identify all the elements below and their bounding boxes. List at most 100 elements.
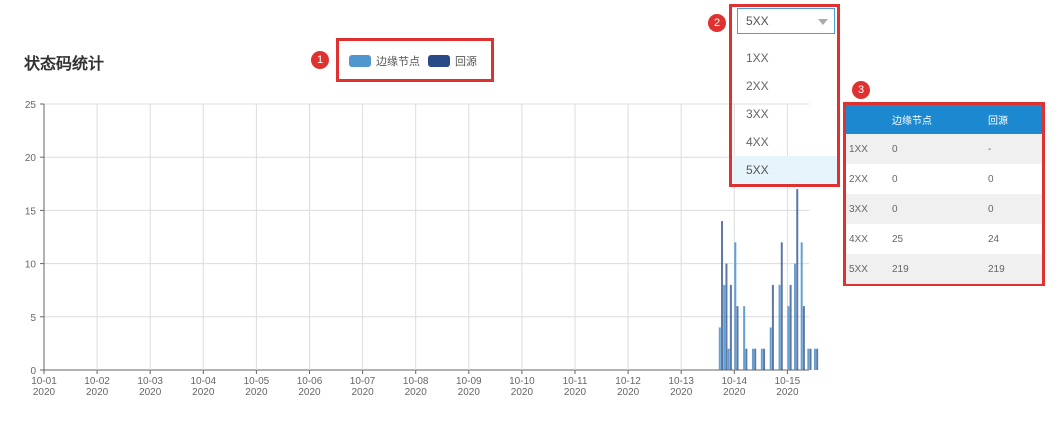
status-code-select[interactable]: 5XX [737, 8, 835, 34]
bar-edge [800, 242, 803, 370]
x-tick-label-year: 2020 [405, 387, 428, 398]
y-tick-label: 20 [25, 153, 37, 164]
x-tick-label-year: 2020 [192, 387, 215, 398]
y-tick-label: 0 [30, 366, 36, 377]
bar-edge [752, 348, 754, 370]
legend-swatch-edge [349, 55, 371, 67]
table-row: 4XX 25 24 [846, 224, 1042, 254]
chevron-down-icon[interactable] [818, 19, 828, 25]
chart-bars [718, 189, 819, 370]
bar-origin [763, 348, 766, 370]
x-tick-label-year: 2020 [564, 387, 587, 398]
bar-edge [727, 348, 730, 370]
option-5xx[interactable]: 5XX [733, 156, 837, 184]
x-tick-label-year: 2020 [351, 387, 374, 398]
table-cell-code: 5XX [849, 263, 868, 275]
legend-label-origin: 回源 [455, 55, 477, 68]
x-tick-label: 10-08 [403, 376, 429, 387]
bar-origin [754, 348, 757, 370]
table-cell-edge: 219 [892, 263, 909, 275]
x-tick-label: 10-12 [615, 376, 641, 387]
legend-swatch-origin [428, 55, 450, 67]
bar-edge [760, 348, 763, 370]
select-value: 5XX [746, 14, 769, 28]
annotation-badge-3: 3 [852, 81, 870, 99]
bar-edge [807, 348, 810, 370]
bar-origin [725, 263, 728, 370]
x-tick-label: 10-03 [137, 376, 163, 387]
option-3xx[interactable]: 3XX [746, 107, 769, 121]
chart-legend: 边缘节点 回源 [349, 53, 485, 69]
x-tick-label-year: 2020 [139, 387, 162, 398]
legend-item-origin[interactable]: 回源 [428, 53, 477, 69]
annotation-badge-1: 1 [311, 51, 329, 69]
bar-edge [778, 284, 781, 370]
chart-grid [43, 103, 809, 371]
x-tick-label: 10-11 [563, 376, 588, 387]
bar-origin [729, 284, 732, 370]
table-cell-edge: 0 [892, 203, 898, 215]
bar-origin [736, 306, 739, 370]
table-cell-code: 4XX [849, 233, 868, 245]
option-4xx[interactable]: 4XX [746, 135, 769, 149]
y-tick-label: 10 [25, 260, 37, 271]
x-tick-label: 10-09 [456, 376, 482, 387]
bar-edge [813, 348, 816, 370]
table-cell-code: 1XX [849, 143, 868, 155]
table-cell-code: 2XX [849, 173, 868, 185]
bar-origin [771, 284, 774, 370]
bar-edge [794, 263, 797, 370]
legend-label-edge: 边缘节点 [376, 55, 420, 68]
x-tick-label-year: 2020 [458, 387, 481, 398]
x-axis-ticks: 10-01202010-02202010-03202010-04202010-0… [31, 370, 801, 398]
status-code-table: 边缘节点 回源 1XX 0 - 2XX 0 0 3XX 0 0 4XX 25 2… [846, 105, 1042, 284]
x-tick-label: 10-13 [668, 376, 694, 387]
bar-edge [718, 327, 721, 370]
table-highlight-box [843, 102, 1045, 286]
table-header-edge: 边缘节点 [892, 116, 932, 127]
table-row: 2XX 0 0 [846, 164, 1042, 194]
x-tick-label: 10-04 [191, 376, 217, 387]
table-header-origin: 回源 [988, 116, 1008, 127]
x-tick-label-year: 2020 [511, 387, 534, 398]
bar-origin [796, 189, 799, 370]
bar-origin [789, 284, 792, 370]
x-tick-label-year: 2020 [245, 387, 268, 398]
table-row: 3XX 0 0 [846, 194, 1042, 224]
table-cell-origin: 0 [988, 203, 994, 215]
bar-origin [780, 242, 783, 370]
table-cell-origin: - [988, 143, 992, 155]
bar-origin [809, 348, 812, 370]
table-cell-code: 3XX [849, 203, 868, 215]
bar-edge [769, 327, 772, 370]
x-tick-label: 10-01 [31, 376, 57, 387]
y-tick-label: 25 [25, 100, 37, 111]
table-header-row: 边缘节点 回源 [846, 105, 1042, 134]
dropdown-highlight-box [729, 4, 840, 187]
bar-origin [816, 348, 819, 370]
bar-origin [745, 348, 748, 370]
annotation-badge-2: 2 [708, 14, 726, 32]
bar-origin [721, 221, 724, 370]
legend-highlight-box: 边缘节点 回源 [336, 38, 494, 82]
x-tick-label-year: 2020 [33, 387, 56, 398]
bar-edge [787, 306, 790, 370]
option-2xx[interactable]: 2XX [746, 79, 769, 93]
x-tick-label: 10-10 [509, 376, 535, 387]
table-cell-origin: 0 [988, 173, 994, 185]
status-code-options: 1XX 2XX 3XX 4XX 5XX [733, 44, 837, 184]
x-tick-label: 10-14 [722, 376, 748, 387]
y-tick-label: 15 [25, 206, 37, 217]
table-row: 1XX 0 - [846, 134, 1042, 164]
bar-edge [743, 306, 746, 370]
bar-edge [723, 284, 726, 370]
bar-origin [802, 306, 805, 370]
bar-edge [734, 242, 737, 370]
x-tick-label: 10-05 [244, 376, 270, 387]
option-1xx[interactable]: 1XX [746, 51, 769, 65]
legend-item-edge[interactable]: 边缘节点 [349, 53, 420, 69]
table-cell-origin: 24 [988, 233, 1000, 245]
table-cell-origin: 219 [988, 263, 1005, 275]
x-tick-label: 10-15 [775, 376, 801, 387]
